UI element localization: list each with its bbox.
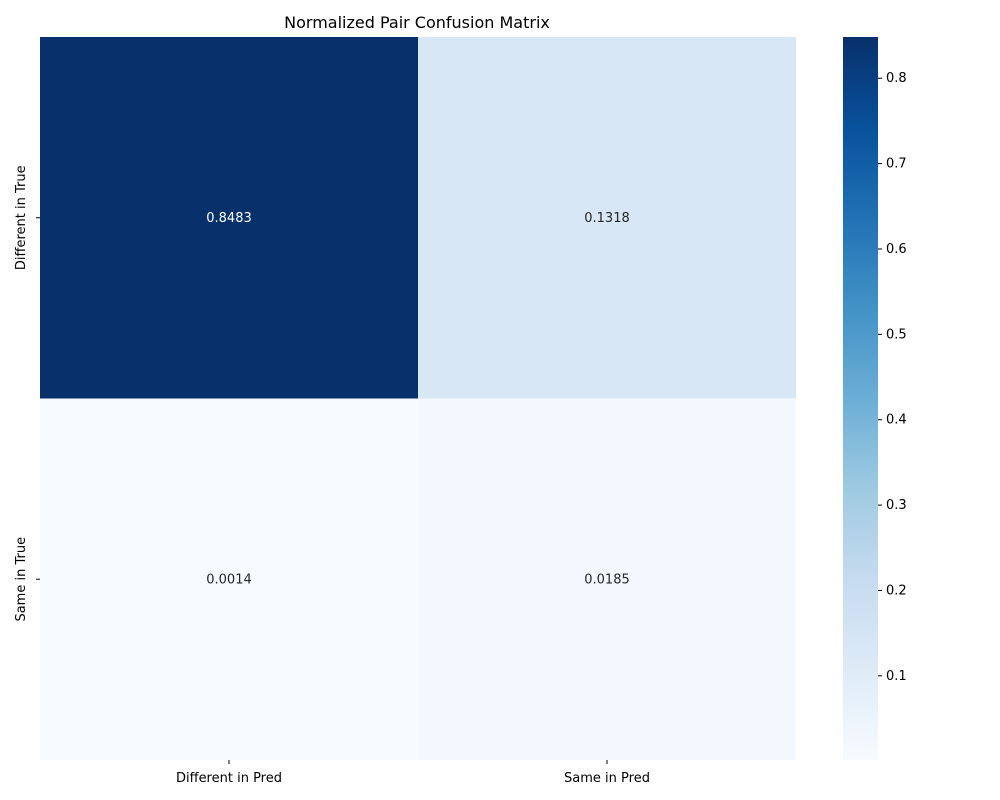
y-axis: Different in True Same in True	[14, 165, 40, 622]
colorbar-gradient	[843, 37, 878, 760]
colorbar-tick-label-1: 0.2	[886, 583, 907, 598]
y-tick-label-1: Same in True	[14, 537, 29, 622]
cell-value-label-r0-c0: 0.8483	[206, 211, 252, 226]
cell-value-label-r1-c0: 0.0014	[206, 572, 252, 587]
heatmap-cell-r0-c1	[418, 37, 796, 399]
colorbar-tick-label-6: 0.7	[886, 157, 907, 172]
colorbar-tick-label-2: 0.3	[886, 498, 907, 513]
y-tick-label-0: Different in True	[14, 165, 29, 270]
cell-value-label-r0-c1: 0.1318	[584, 211, 630, 226]
x-axis: Different in Pred Same in Pred	[176, 760, 650, 786]
colorbar-tick-label-5: 0.6	[886, 242, 907, 257]
heatmap-cells: 0.8483 0.1318 0.0014 0.0185	[40, 37, 796, 760]
heatmap-cell-r0-c0	[40, 37, 418, 399]
colorbar-tick-label-4: 0.5	[886, 327, 907, 342]
heatmap-cell-r1-c0	[40, 398, 418, 760]
colorbar-tick-label-7: 0.8	[886, 71, 907, 86]
x-tick-label-0: Different in Pred	[176, 771, 282, 786]
cell-value-label-r1-c1: 0.0185	[584, 572, 630, 587]
colorbar-tick-label-3: 0.4	[886, 413, 907, 428]
colorbar: 0.1 0.2 0.3 0.4 0.5 0.6 0.7 0.8	[843, 37, 907, 760]
chart-title: Normalized Pair Confusion Matrix	[284, 13, 550, 32]
x-tick-label-1: Same in Pred	[564, 771, 650, 786]
colorbar-tick-label-0: 0.1	[886, 669, 907, 684]
heatmap-cell-r1-c1	[418, 398, 796, 760]
